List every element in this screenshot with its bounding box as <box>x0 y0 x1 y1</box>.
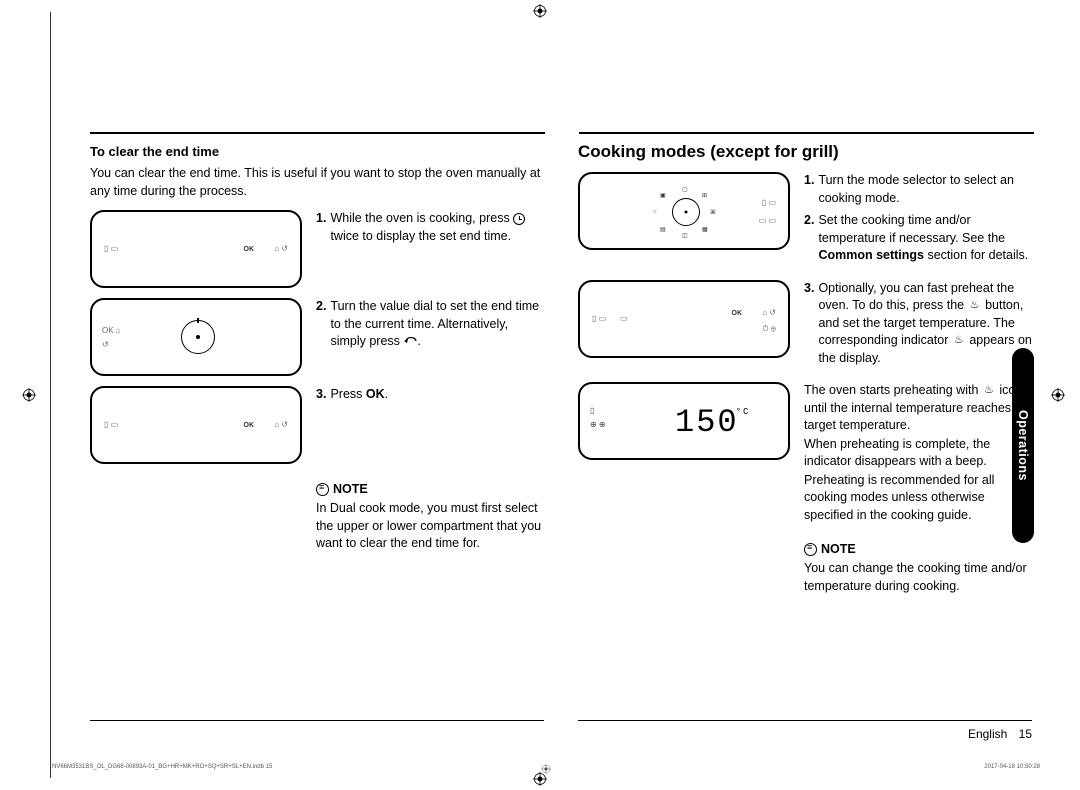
right-step-3-text: 3. Optionally, you can fast preheat the … <box>804 280 1032 368</box>
registration-mark-right <box>1051 388 1065 402</box>
preheat-icon-inline: ♨ <box>982 385 996 397</box>
oven-display-step2: OK ⌂ ↺ <box>90 298 302 376</box>
right-column: Cooking modes (except for grill) ▢ ▣ ⊞ ○… <box>578 130 1032 740</box>
footer-language: English <box>968 727 1007 741</box>
preheat-para-2: When preheating is complete, the indicat… <box>804 436 1032 471</box>
print-meta-footer: NV66M3531BS_OL_DG68-00893A-01_BG+HR+MK+R… <box>52 764 1040 770</box>
preheat-para-3: Preheating is recommended for all cookin… <box>804 472 1032 525</box>
heading-cooking-modes: Cooking modes (except for grill) <box>578 142 1032 162</box>
note-block-left: NOTE In Dual cook mode, you must first s… <box>316 482 544 553</box>
back-icon <box>403 336 417 348</box>
left-column: To clear the end time You can clear the … <box>90 130 544 740</box>
oven-display-step3: ▯ ▭ OK ⌂ ↺ <box>90 386 302 464</box>
section-tab-operations: Operations <box>1012 348 1034 543</box>
right-step-2-text: 2. Set the cooking time and/or temperatu… <box>804 212 1032 265</box>
clock-icon <box>513 213 525 225</box>
mode-dial-illustration <box>672 198 700 226</box>
value-dial-illustration <box>181 320 215 354</box>
step-1-text: 1. While the oven is cooking, press twic… <box>316 210 544 245</box>
right-step-1-text: 1. Turn the mode selector to select an c… <box>804 172 1032 207</box>
preheat-button-icon: ♨ <box>968 300 982 312</box>
right-step-1-row: ▢ ▣ ⊞ ○ ⌘ ▤ ▦ ◫ ▯ ▭ ▭ ▭ 1. Turn the mode… <box>578 172 1032 270</box>
page-footer: English 15 <box>90 720 1032 741</box>
right-step-3-row: ▯ ▭ ▭ OK ⌂ ↺ ⏱ ⊕ 3. Optionally, you can … <box>578 280 1032 373</box>
note-block-right: NOTE You can change the cooking time and… <box>804 542 1032 595</box>
oven-display-step1: ▯ ▭ OK ⌂ ↺ <box>90 210 302 288</box>
note-text-left: In Dual cook mode, you must first select… <box>316 500 544 553</box>
footer-page-number: 15 <box>1019 727 1032 741</box>
crop-line-left <box>50 12 51 778</box>
step-3-text: 3. Press OK. <box>316 386 544 404</box>
oven-display-preheat: ▯ ▭ ▭ OK ⌂ ↺ ⏱ ⊕ <box>578 280 790 358</box>
print-ref-mid-mark <box>541 764 551 776</box>
preheat-para: The oven starts preheating with ♨ icon u… <box>804 382 1032 435</box>
step-2-text: 2. Turn the value dial to set the end ti… <box>316 298 544 351</box>
step-1-row: ▯ ▭ OK ⌂ ↺ 1. While the oven is cooking,… <box>90 210 544 288</box>
oven-display-temp: ▯⊕ ⊕ 150°C <box>578 382 790 460</box>
step-2-row: OK ⌂ ↺ 2. Turn the value dial to set the… <box>90 298 544 376</box>
note-icon <box>316 483 329 496</box>
right-para4-row: ▯⊕ ⊕ 150°C The oven starts preheating wi… <box>578 382 1032 524</box>
preheat-indicator-icon: ♨ <box>952 335 966 347</box>
subheading-clear-end-time: To clear the end time <box>90 144 544 159</box>
note-icon <box>804 543 817 556</box>
oven-display-mode-select: ▢ ▣ ⊞ ○ ⌘ ▤ ▦ ◫ ▯ ▭ ▭ ▭ <box>578 172 790 250</box>
registration-mark-top <box>533 4 547 18</box>
print-ref-left: NV66M3531BS_OL_DG68-00893A-01_BG+HR+MK+R… <box>52 764 272 770</box>
print-ref-right: 2017-04-18 10:50:28 <box>984 764 1040 770</box>
intro-paragraph: You can clear the end time. This is usef… <box>90 165 544 200</box>
note-text-right: You can change the cooking time and/or t… <box>804 560 1032 595</box>
step-3-row: ▯ ▭ OK ⌂ ↺ 3. Press OK. <box>90 386 544 464</box>
registration-mark-left <box>22 388 36 402</box>
